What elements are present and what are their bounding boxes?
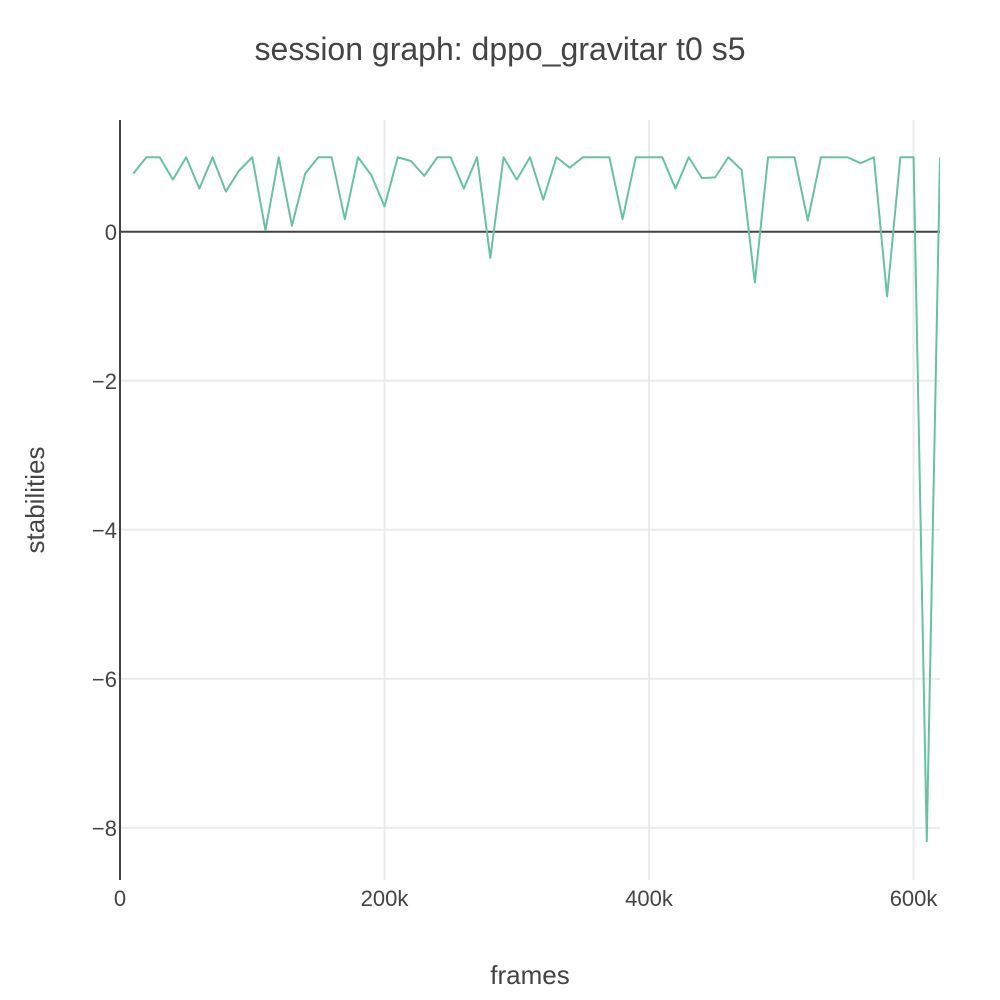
x-tick-label: 200k <box>361 886 410 911</box>
y-tick-label: −2 <box>92 369 117 394</box>
y-tick-label: −6 <box>92 667 117 692</box>
y-axis-title: stabilities <box>20 447 50 554</box>
tick-labels: 0 200k 400k 600k 0 −2 −4 −6 −8 <box>92 220 938 911</box>
x-tick-label: 400k <box>625 886 674 911</box>
y-tick-label: −4 <box>92 518 117 543</box>
chart-title: session graph: dppo_gravitar t0 s5 <box>255 31 746 67</box>
y-tick-label: 0 <box>105 220 117 245</box>
x-tick-label: 600k <box>890 886 939 911</box>
y-tick-label: −8 <box>92 816 117 841</box>
x-tick-label: 0 <box>114 886 126 911</box>
series-line <box>132 156 940 843</box>
x-axis-title: frames <box>490 960 569 990</box>
series-lines <box>132 156 940 843</box>
gridlines <box>120 120 940 880</box>
